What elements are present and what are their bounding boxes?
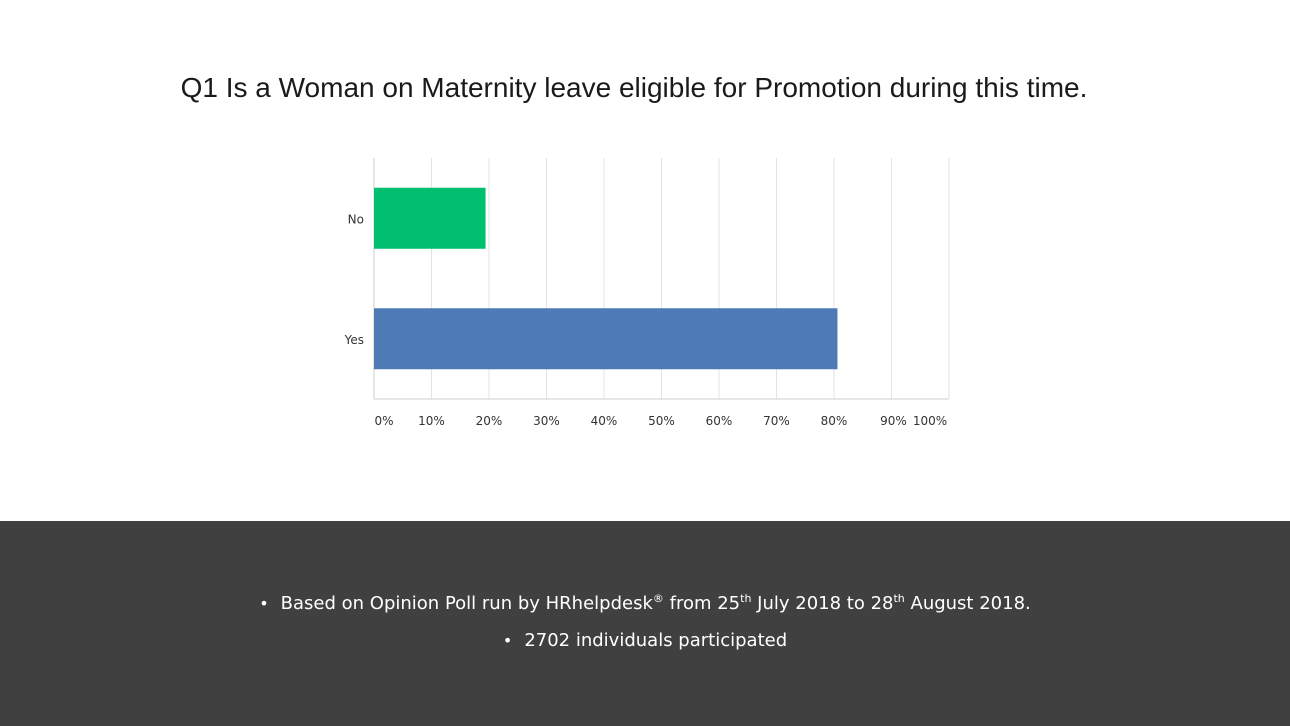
category-label: No xyxy=(348,212,364,226)
footer-panel: • Based on Opinion Poll run by HRhelpdesk… xyxy=(0,521,1290,726)
x-tick-label: 10% xyxy=(418,414,445,428)
x-tick-label: 70% xyxy=(763,414,790,428)
note-text-part: August 2018. xyxy=(904,593,1031,614)
x-tick-label: 20% xyxy=(476,414,503,428)
participants-text: 2702 individuals participated xyxy=(524,630,788,651)
x-tick-label: 40% xyxy=(591,414,618,428)
footer-note-source: • Based on Opinion Poll run by HRhelpdesk… xyxy=(0,593,1290,614)
footer-note-participants: • 2702 individuals participated xyxy=(0,630,1290,651)
bar-chart: No Yes 0% 10% 20% 30% 40% 50% 60% 70% 80% 90% 100% xyxy=(344,158,950,428)
x-tick-label: 80% xyxy=(821,414,848,428)
x-tick-label: 60% xyxy=(706,414,733,428)
x-tick-label: 100% xyxy=(913,414,947,428)
bar-no xyxy=(374,187,486,249)
chart-title: Q1 Is a Woman on Maternity leave eligibl… xyxy=(180,72,1088,103)
ordinal-suffix: th xyxy=(893,592,905,605)
x-tick-label: 90% xyxy=(880,414,907,428)
note-text-part: from 25 xyxy=(663,593,741,614)
bullet-icon: • xyxy=(502,631,513,650)
category-label: Yes xyxy=(344,333,364,347)
ordinal-suffix: th xyxy=(740,592,752,605)
note-text-part: Based on Opinion Poll run by HRhelpdesk xyxy=(280,593,653,614)
registered-mark: ® xyxy=(652,592,664,605)
note-text-part: July 2018 to 28 xyxy=(751,593,894,614)
x-tick-label: 0% xyxy=(374,414,393,428)
bar-yes xyxy=(374,308,838,370)
bullet-icon: • xyxy=(259,594,269,613)
x-tick-label: 50% xyxy=(648,414,675,428)
x-tick-label: 30% xyxy=(533,414,560,428)
